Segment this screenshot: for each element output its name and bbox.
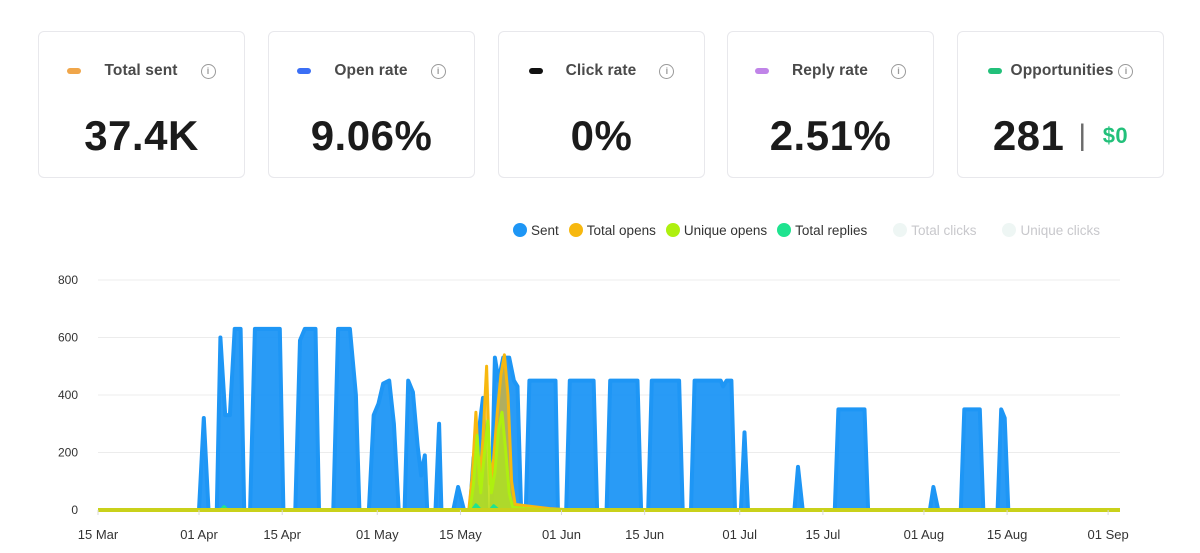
stat-label-click-rate: Click rate	[565, 62, 637, 79]
stat-card-open-rate: Open rate i 9.06%	[268, 31, 475, 178]
stat-value-click-rate: 0%	[570, 112, 633, 159]
chart-legend: Sent Total opens Unique opens Total repl…	[513, 221, 1100, 239]
series-line-sent	[98, 326, 1120, 512]
legend-dot-icon	[568, 223, 583, 237]
legend-dot-icon	[513, 223, 527, 237]
info-icon[interactable]: i	[430, 63, 446, 79]
info-icon[interactable]: i	[200, 63, 216, 79]
series-line-total-opens	[98, 353, 1120, 512]
x-tick-label: 15 Apr	[263, 527, 301, 542]
stat-label-total-sent: Total sent	[104, 62, 178, 79]
stat-label-reply-rate: Reply rate	[792, 62, 868, 79]
legend-item-total-replies[interactable]: Total replies	[777, 223, 867, 238]
legend-dot-icon	[777, 223, 792, 237]
legend-label: Total clicks	[911, 222, 977, 238]
legend-item-sent[interactable]: Sent	[513, 223, 559, 238]
y-tick-label: 600	[58, 331, 78, 345]
legend-dot-icon	[665, 223, 680, 237]
x-tick-label: 15 Mar	[78, 527, 119, 542]
value-separator: |	[1078, 119, 1087, 152]
click-rate-pill-icon	[528, 68, 543, 74]
opportunities-pill-icon	[987, 68, 1002, 74]
x-tick-label: 15 Jun	[625, 527, 664, 542]
stat-card-opportunities: Opportunities i 281 | $0	[957, 31, 1164, 178]
chart-series	[98, 326, 1120, 512]
open-rate-pill-icon	[297, 68, 312, 74]
stat-card-header: Opportunities i	[958, 60, 1163, 82]
legend-item-unique-opens[interactable]: Unique opens	[665, 222, 768, 238]
x-axis: 15 Mar 01 Apr 15 Apr 01 May 15 May 01 Jun 15 J…	[78, 510, 1129, 542]
y-tick-label: 0	[71, 503, 78, 517]
y-axis: 0 200 400 600 800	[58, 273, 78, 517]
legend-dot-icon	[1002, 223, 1017, 237]
x-tick-label: 15 Jul	[806, 527, 841, 542]
stat-card-header: Click rate i	[499, 60, 704, 82]
x-tick-label: 01 Sep	[1088, 527, 1129, 542]
stat-value-open-rate: 9.06%	[310, 112, 433, 159]
legend-label: Unique opens	[683, 222, 768, 238]
stat-value-opportunities: 281	[992, 112, 1065, 159]
stat-card-header: Total sent i	[39, 60, 244, 82]
opportunities-value-row: 281 | $0	[958, 112, 1163, 160]
x-tick-label: 01 Jul	[722, 527, 757, 542]
stat-value-total-sent: 37.4K	[84, 112, 199, 159]
info-icon[interactable]: i	[890, 63, 906, 79]
info-icon[interactable]: i	[1118, 63, 1134, 79]
legend-item-total-clicks[interactable]: Total clicks	[893, 223, 976, 238]
series-line-total-replies	[98, 503, 1120, 512]
total-sent-pill-icon	[67, 68, 82, 74]
x-tick-label: 01 Jun	[542, 527, 581, 542]
legend-item-total-opens[interactable]: Total opens	[568, 222, 656, 238]
legend-label: Total opens	[586, 222, 656, 238]
stat-card-click-rate: Click rate i 0%	[498, 31, 705, 178]
legend-label: Sent	[531, 222, 559, 238]
legend-item-unique-clicks[interactable]: Unique clicks	[1002, 223, 1100, 238]
x-tick-label: 01 Aug	[904, 527, 945, 542]
stat-label-open-rate: Open rate	[334, 62, 408, 79]
y-tick-label: 800	[58, 273, 78, 287]
stat-label-opportunities: Opportunities	[1010, 62, 1114, 79]
stat-card-header: Reply rate i	[728, 60, 933, 82]
stat-value-reply-rate: 2.51%	[769, 112, 892, 159]
stat-card-header: Open rate i	[269, 60, 474, 82]
legend-label: Unique clicks	[1020, 222, 1101, 238]
x-tick-label: 01 Apr	[180, 527, 218, 542]
x-tick-label: 01 May	[356, 527, 399, 542]
series-line-unique-opens	[98, 410, 1120, 512]
info-icon[interactable]: i	[659, 63, 675, 79]
stat-card-reply-rate: Reply rate i 2.51%	[727, 31, 934, 178]
x-tick-label: 15 May	[439, 527, 482, 542]
y-tick-label: 400	[58, 388, 78, 402]
stat-card-total-sent: Total sent i 37.4K	[38, 31, 245, 178]
legend-dot-icon	[893, 223, 908, 237]
x-tick-label: 15 Aug	[987, 527, 1028, 542]
legend-label: Total replies	[795, 222, 868, 238]
y-tick-label: 200	[58, 446, 78, 460]
opportunities-money-value: $0	[1102, 123, 1129, 148]
reply-rate-pill-icon	[755, 68, 770, 74]
